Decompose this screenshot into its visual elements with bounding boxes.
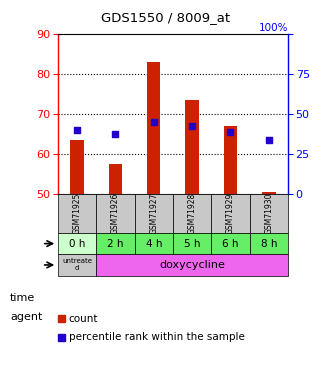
Text: GSM71930: GSM71930 <box>264 193 273 234</box>
Text: GSM71929: GSM71929 <box>226 193 235 234</box>
Point <box>266 137 271 143</box>
Text: GSM71927: GSM71927 <box>149 193 158 234</box>
Point <box>74 127 80 133</box>
Text: GSM71928: GSM71928 <box>188 193 197 234</box>
Text: 0 h: 0 h <box>69 238 85 249</box>
Bar <box>147 62 161 194</box>
Bar <box>109 164 122 194</box>
Bar <box>96 194 135 233</box>
Text: 5 h: 5 h <box>184 238 200 249</box>
Text: GSM71925: GSM71925 <box>72 193 82 234</box>
Bar <box>135 194 173 233</box>
Text: GSM71926: GSM71926 <box>111 193 120 234</box>
Bar <box>96 254 288 276</box>
Bar <box>211 194 250 233</box>
Bar <box>224 126 237 194</box>
Bar <box>58 194 96 233</box>
Point <box>189 123 195 129</box>
Text: doxycycline: doxycycline <box>159 260 225 270</box>
Point <box>151 119 157 125</box>
Text: 8 h: 8 h <box>260 238 277 249</box>
Bar <box>185 100 199 194</box>
Point <box>228 129 233 135</box>
Text: count: count <box>69 314 98 324</box>
Bar <box>135 233 173 254</box>
Text: 2 h: 2 h <box>107 238 124 249</box>
Bar <box>173 194 211 233</box>
Text: 4 h: 4 h <box>146 238 162 249</box>
Text: percentile rank within the sample: percentile rank within the sample <box>69 333 244 342</box>
Bar <box>250 194 288 233</box>
Bar <box>58 233 96 254</box>
Bar <box>211 233 250 254</box>
Text: agent: agent <box>10 312 42 322</box>
Bar <box>71 140 84 194</box>
Bar <box>173 233 211 254</box>
Bar <box>250 233 288 254</box>
Bar <box>96 233 135 254</box>
Text: untreate
d: untreate d <box>62 258 92 272</box>
Bar <box>58 254 96 276</box>
Text: 100%: 100% <box>259 23 288 33</box>
Bar <box>262 192 275 194</box>
Text: time: time <box>10 293 35 303</box>
Point <box>113 131 118 137</box>
Text: 6 h: 6 h <box>222 238 239 249</box>
Text: GDS1550 / 8009_at: GDS1550 / 8009_at <box>101 11 230 24</box>
